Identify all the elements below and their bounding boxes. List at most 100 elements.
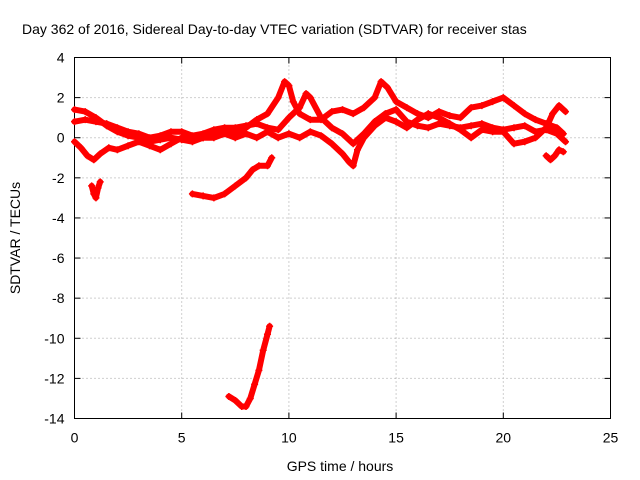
- data-point-marker: [435, 114, 443, 122]
- data-series-track-7: [542, 146, 567, 164]
- data-point-marker: [77, 144, 85, 152]
- data-point-marker: [253, 134, 261, 142]
- data-point-marker: [124, 128, 132, 136]
- data-point-marker: [248, 166, 256, 174]
- data-point-marker: [156, 146, 164, 154]
- data-point-marker: [306, 94, 314, 102]
- data-point-marker: [146, 142, 154, 150]
- data-point-marker: [531, 134, 539, 142]
- data-point-marker: [105, 144, 113, 152]
- y-tick-label: -4: [52, 210, 65, 226]
- data-point-marker: [381, 114, 389, 122]
- data-point-marker: [124, 142, 132, 150]
- data-point-marker: [478, 120, 486, 128]
- data-point-marker: [242, 402, 250, 410]
- data-series-track-3: [71, 102, 569, 170]
- data-point-marker: [521, 122, 529, 130]
- y-tick-label: 0: [57, 130, 65, 146]
- data-point-marker: [446, 112, 454, 120]
- data-point-marker: [549, 110, 557, 118]
- data-point-marker: [266, 322, 274, 330]
- data-point-marker: [103, 120, 111, 128]
- data-point-marker: [392, 106, 400, 114]
- data-point-marker: [328, 108, 336, 116]
- data-point-marker: [521, 110, 529, 118]
- data-point-marker: [392, 118, 400, 126]
- data-point-marker: [371, 122, 379, 130]
- data-point-marker: [221, 190, 229, 198]
- data-point-marker: [263, 162, 271, 170]
- data-point-marker: [339, 106, 346, 114]
- data-point-marker: [478, 102, 486, 110]
- y-tick-label: -14: [44, 411, 64, 427]
- data-point-marker: [255, 366, 263, 374]
- data-point-marker: [414, 116, 422, 124]
- data-point-marker: [339, 150, 346, 158]
- x-tick-label: 5: [178, 430, 186, 446]
- data-point-marker: [289, 98, 297, 106]
- data-point-marker: [253, 120, 261, 128]
- data-series-track-1: [71, 78, 567, 146]
- data-point-marker: [561, 138, 569, 146]
- data-point-marker: [135, 130, 143, 138]
- data-series-track-5: [188, 154, 276, 202]
- data-point-marker: [281, 78, 289, 86]
- y-tick-label: -12: [44, 370, 64, 386]
- data-point-marker: [263, 128, 271, 136]
- data-point-marker: [349, 110, 357, 118]
- data-point-marker: [274, 134, 282, 142]
- x-tick-label: 25: [603, 430, 619, 446]
- data-point-marker: [456, 126, 464, 134]
- data-point-marker: [435, 108, 443, 116]
- data-point-marker: [555, 146, 563, 154]
- x-tick-label: 0: [71, 430, 79, 446]
- data-point-marker: [274, 94, 282, 102]
- data-point-marker: [113, 124, 121, 132]
- data-point-marker: [231, 124, 239, 132]
- y-axis-label: SDTVAR / TECUs: [7, 182, 23, 294]
- data-point-marker: [510, 140, 518, 148]
- data-point-marker: [371, 94, 379, 102]
- data-point-marker: [96, 150, 104, 158]
- data-point-marker: [306, 116, 314, 124]
- y-tick-label: 2: [57, 90, 65, 106]
- data-point-marker: [542, 152, 550, 160]
- data-point-marker: [551, 152, 559, 160]
- series-trace: [189, 154, 275, 201]
- data-point-marker: [285, 130, 293, 138]
- data-point-marker: [456, 114, 464, 122]
- data-point-marker: [263, 110, 271, 118]
- data-point-marker: [178, 134, 186, 142]
- data-point-marker: [392, 98, 400, 106]
- data-point-marker: [306, 128, 314, 136]
- data-point-marker: [349, 162, 357, 170]
- data-point-marker: [90, 156, 98, 164]
- data-point-marker: [71, 106, 78, 114]
- data-point-marker: [83, 152, 91, 160]
- y-tick-label: -10: [44, 330, 64, 346]
- data-point-marker: [414, 110, 422, 118]
- data-point-marker: [231, 134, 239, 142]
- data-point-marker: [467, 104, 475, 112]
- data-point-marker: [146, 134, 154, 142]
- data-point-marker: [446, 120, 454, 128]
- data-point-marker: [435, 120, 443, 128]
- series-trace: [71, 102, 569, 169]
- data-point-marker: [231, 182, 239, 190]
- y-tick-label: -8: [52, 290, 65, 306]
- data-series-track-4: [88, 178, 104, 202]
- data-point-marker: [92, 194, 100, 202]
- data-point-marker: [424, 110, 432, 118]
- data-point-marker: [377, 78, 385, 86]
- data-point-marker: [384, 84, 392, 92]
- data-point-marker: [345, 158, 353, 166]
- data-point-marker: [231, 396, 239, 404]
- data-point-marker: [167, 134, 175, 142]
- data-point-marker: [424, 124, 432, 132]
- data-point-marker: [521, 138, 529, 146]
- data-point-marker: [542, 124, 550, 132]
- data-point-marker: [489, 128, 497, 136]
- data-point-marker: [210, 194, 218, 202]
- y-tick-label: 4: [57, 50, 65, 66]
